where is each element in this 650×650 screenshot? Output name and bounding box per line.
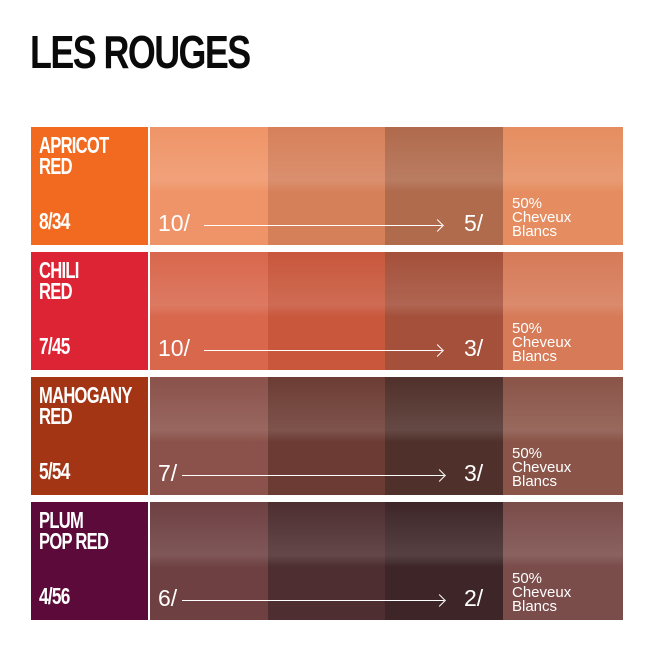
hair-swatch [267, 502, 386, 620]
level-to: 2/ [464, 585, 484, 611]
note-line: Cheveux [512, 334, 572, 351]
level-from: 7/ [158, 460, 178, 486]
shade-label: APRICOT RED 8/34 [31, 127, 148, 245]
hair-swatch [503, 127, 624, 245]
shade-code: 7/45 [39, 333, 70, 359]
hair-swatch [503, 377, 624, 495]
note-line: Cheveux [512, 209, 572, 226]
note-line: Blancs [512, 223, 558, 240]
shade-row: PLUM POP RED 4/56 6/ 2/ 50% Cheveux Blancs [31, 502, 624, 620]
shade-code: 4/56 [39, 583, 70, 609]
hair-swatch [385, 252, 504, 370]
shade-name: MAHOGANY RED [39, 382, 132, 429]
swatch-strip: 10/ 5/ 50% Cheveux Blancs [150, 127, 624, 245]
note-line: Cheveux [512, 459, 572, 476]
level-from: 6/ [158, 585, 178, 611]
shade-name-line: RED [39, 153, 73, 179]
note-line: 50% [512, 320, 543, 337]
hair-swatch [503, 502, 624, 620]
hair-swatch [385, 502, 504, 620]
hair-swatch [150, 377, 268, 495]
hair-swatch [267, 377, 386, 495]
shade-code: 5/54 [39, 458, 70, 484]
hair-swatch [267, 127, 386, 245]
page-title: LES ROUGES [30, 26, 251, 78]
swatch-strip: 6/ 2/ 50% Cheveux Blancs [150, 502, 624, 620]
shade-label: CHILI RED 7/45 [31, 252, 148, 370]
arrow-icon [182, 600, 444, 601]
hair-swatch [267, 252, 386, 370]
grey-hair-note: 50% Cheveux Blancs [512, 320, 572, 365]
shade-name-line: APRICOT [39, 132, 109, 158]
shade-name-line: RED [39, 278, 73, 304]
shade-name: APRICOT RED [39, 132, 109, 179]
shade-label: PLUM POP RED 4/56 [31, 502, 148, 620]
note-line: 50% [512, 570, 543, 587]
shade-name-line: POP RED [39, 528, 109, 554]
note-line: Blancs [512, 473, 558, 490]
shade-row: MAHOGANY RED 5/54 7/ 3/ 50% Cheveux Blancs [31, 377, 624, 495]
arrow-icon [204, 350, 442, 351]
level-from: 10/ [158, 335, 190, 361]
arrow-icon [182, 475, 444, 476]
swatch-strip: 10/ 3/ 50% Cheveux Blancs [150, 252, 624, 370]
hair-swatch [503, 252, 624, 370]
shade-row: APRICOT RED 8/34 10/ 5/ 50% Cheveux Blancs [31, 127, 624, 245]
note-line: 50% [512, 195, 543, 212]
swatch-strip: 7/ 3/ 50% Cheveux Blancs [150, 377, 624, 495]
shade-name-line: MAHOGANY [39, 382, 132, 408]
hair-swatch [385, 127, 504, 245]
shade-name: CHILI RED [39, 257, 79, 304]
note-line: Cheveux [512, 584, 572, 601]
arrow-icon [204, 225, 442, 226]
shade-name: PLUM POP RED [39, 507, 109, 554]
shade-name-line: RED [39, 403, 73, 429]
grey-hair-note: 50% Cheveux Blancs [512, 570, 572, 615]
note-line: Blancs [512, 348, 558, 365]
shade-name-line: CHILI [39, 257, 79, 283]
grey-hair-note: 50% Cheveux Blancs [512, 445, 572, 490]
grey-hair-note: 50% Cheveux Blancs [512, 195, 572, 240]
level-to: 3/ [464, 335, 484, 361]
shade-label: MAHOGANY RED 5/54 [31, 377, 148, 495]
hair-swatch [385, 377, 504, 495]
level-from: 10/ [158, 210, 190, 236]
note-line: 50% [512, 445, 543, 462]
shade-code: 8/34 [39, 208, 70, 234]
note-line: Blancs [512, 598, 558, 615]
shade-row: CHILI RED 7/45 10/ 3/ 50% Cheveux Blancs [31, 252, 624, 370]
shade-name-line: PLUM [39, 507, 84, 533]
level-to: 5/ [464, 210, 484, 236]
level-to: 3/ [464, 460, 484, 486]
